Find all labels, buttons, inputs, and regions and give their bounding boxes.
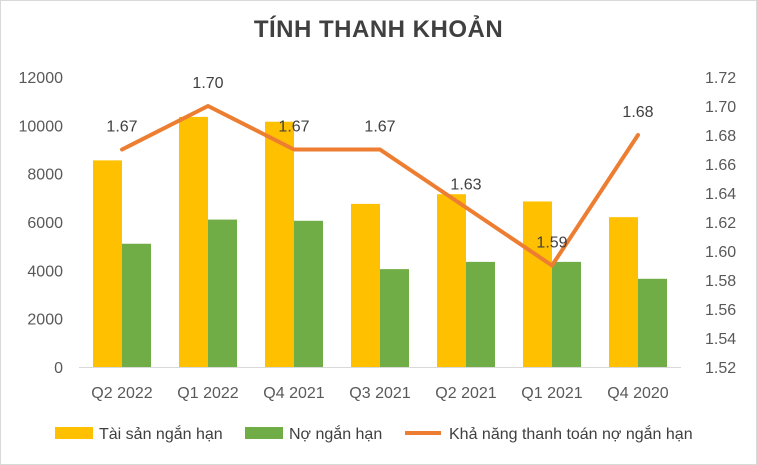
bar-tai-san-ngan-han (265, 121, 294, 367)
bar-tai-san-ngan-han (93, 160, 122, 367)
y-right-tick-label: 1.70 (705, 99, 736, 116)
legend-label: Khả năng thanh toán nợ ngắn hạn (449, 424, 693, 443)
bar-tai-san-ngan-han (179, 116, 208, 367)
legend-swatch-tai-san-ngan-han (55, 427, 93, 439)
y-right-tick-label: 1.62 (705, 215, 736, 232)
y-right-tick-label: 1.58 (705, 273, 736, 290)
bar-tai-san-ngan-han (609, 217, 638, 367)
bar-no-ngan-han (122, 243, 151, 367)
bar-tai-san-ngan-han (523, 201, 552, 367)
x-tick-label: Q1 2021 (521, 385, 582, 402)
x-tick-label: Q2 2022 (91, 385, 152, 402)
y-right-tick-label: 1.66 (705, 157, 736, 174)
y-left-tick-label: 6000 (27, 215, 63, 232)
line-data-label: 1.67 (106, 119, 137, 136)
bar-no-ngan-han (552, 261, 581, 367)
bar-no-ngan-han (638, 278, 667, 367)
bar-no-ngan-han (208, 219, 237, 367)
y-right-tick-label: 1.60 (705, 244, 736, 261)
bar-no-ngan-han (294, 220, 323, 367)
legend-label: Nợ ngắn hạn (289, 424, 382, 443)
legend-swatch-no-ngan-han (245, 427, 283, 439)
legend-label: Tài sản ngắn hạn (99, 424, 223, 443)
line-data-label: 1.67 (278, 119, 309, 136)
line-data-label: 1.67 (364, 119, 395, 136)
bar-no-ngan-han (466, 261, 495, 367)
x-tick-label: Q4 2020 (607, 385, 668, 402)
y-left-tick-label: 0 (54, 360, 63, 377)
chart-title: TÍNH THANH KHOẢN (253, 16, 504, 43)
line-data-label: 1.70 (192, 75, 223, 92)
y-right-tick-label: 1.56 (705, 302, 736, 319)
line-data-label: 1.63 (450, 177, 481, 194)
line-data-label: 1.59 (536, 235, 567, 252)
bar-tai-san-ngan-han (351, 203, 380, 367)
line-data-label: 1.68 (622, 104, 653, 121)
y-left-tick-label: 12000 (19, 70, 64, 87)
y-left-tick-label: 8000 (27, 167, 63, 184)
x-tick-label: Q4 2021 (263, 385, 324, 402)
x-tick-label: Q3 2021 (349, 385, 410, 402)
bar-no-ngan-han (380, 269, 409, 367)
y-left-tick-label: 2000 (27, 312, 63, 329)
y-right-tick-label: 1.64 (705, 186, 736, 203)
x-tick-label: Q2 2021 (435, 385, 496, 402)
y-right-tick-label: 1.68 (705, 128, 736, 145)
y-right-tick-label: 1.54 (705, 331, 736, 348)
y-left-tick-label: 10000 (19, 118, 64, 135)
y-left-tick-label: 4000 (27, 263, 63, 280)
y-right-tick-label: 1.52 (705, 360, 736, 377)
bar-tai-san-ngan-han (437, 194, 466, 367)
y-right-tick-label: 1.72 (705, 70, 736, 87)
x-tick-label: Q1 2022 (177, 385, 238, 402)
